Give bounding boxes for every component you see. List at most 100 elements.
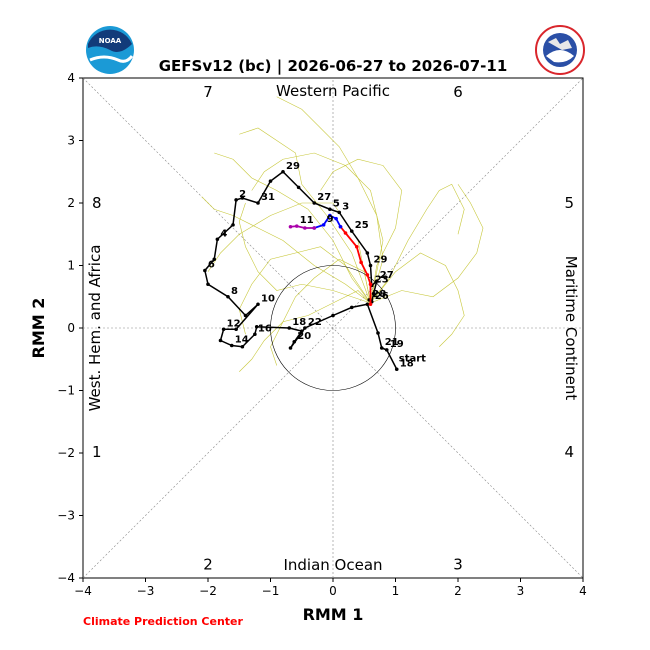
ensemble-member-line [370, 184, 484, 304]
mean-purple-day-label: 11 [300, 215, 314, 226]
observed-point [254, 324, 259, 329]
observed-point [296, 185, 301, 190]
mean-red-point [365, 273, 370, 277]
observed-day-label: 29 [374, 255, 388, 266]
observed-track: 2826272329253527293124681012141618202221… [203, 161, 426, 372]
observed-day-label: 23 [375, 275, 389, 286]
observed-point [331, 313, 335, 318]
observed-point [243, 313, 248, 318]
mean-red-point [368, 302, 373, 307]
ensemble-mean-track: 9 11 [288, 213, 373, 307]
observed-day-label: 18 [292, 317, 306, 328]
mean-purple-point [294, 224, 299, 228]
y-tick-label: −4 [57, 571, 75, 585]
mean-red-point [343, 231, 348, 235]
observed-point [218, 338, 223, 343]
mean-blue-day-label: 9 [327, 214, 334, 225]
x-tick-label: 2 [454, 584, 462, 598]
ensemble-members [201, 96, 484, 372]
observed-point [365, 302, 370, 307]
observed-point [365, 251, 370, 255]
ensemble-member-line [239, 290, 371, 372]
x-tick-label: 1 [392, 584, 400, 598]
y-tick-label: 0 [67, 321, 75, 335]
observed-point [226, 294, 230, 299]
observed-point [349, 305, 354, 310]
ensemble-member-line [270, 258, 371, 366]
observed-point [221, 327, 226, 332]
observed-point [240, 196, 245, 200]
ensemble-member-line [201, 196, 371, 304]
noaa-logo: NOAA [86, 26, 134, 74]
observed-point [234, 327, 238, 332]
mean-purple-point [312, 226, 317, 230]
observed-point [287, 326, 292, 330]
y-tick-label: 3 [67, 134, 75, 148]
observed-day-label: 18 [400, 358, 414, 369]
observed-day-label: 28 [372, 289, 386, 300]
ensemble-member-line [320, 158, 403, 304]
x-tick-label: −3 [137, 584, 155, 598]
y-tick-label: 1 [67, 259, 75, 273]
y-tick-label: 2 [67, 196, 75, 210]
mean-blue-point [328, 213, 332, 218]
phase-number: 7 [203, 83, 213, 101]
ensemble-member-line [370, 183, 465, 304]
observed-day-label: 3 [342, 201, 349, 212]
observed-day-label: 20 [297, 331, 311, 342]
ensemble-member-line [276, 96, 384, 304]
observed-point [212, 257, 217, 262]
observed-day-label: 10 [261, 293, 275, 304]
observed-point [368, 263, 373, 268]
observed-day-label: 19 [390, 339, 404, 350]
y-tick-label: −3 [57, 509, 75, 523]
observed-day-label: 4 [220, 228, 227, 239]
mean-purple-point [288, 224, 293, 229]
observed-point [299, 329, 304, 333]
observed-point [206, 282, 210, 287]
x-tick-label: 0 [329, 584, 337, 598]
observed-point [256, 201, 260, 205]
observed-point [253, 332, 257, 337]
observed-point [231, 223, 235, 227]
observed-day-label: 29 [286, 161, 300, 172]
phase-numbers: 12 3 4 5 6 7 8 [92, 83, 574, 574]
ensemble-member-line [251, 152, 384, 304]
observed-point [215, 237, 220, 242]
mean-blue-point [338, 224, 343, 229]
observed-day-label: 12 [227, 318, 241, 329]
x-tick-label: 4 [579, 584, 587, 598]
observed-day-label: 8 [231, 286, 238, 297]
mean-red-point [368, 282, 373, 287]
x-axis-label: RMM 1 [303, 605, 364, 624]
region-label-bottom: Indian Ocean [283, 556, 382, 574]
observed-point [379, 346, 384, 350]
y-tick-label: 4 [67, 71, 75, 85]
phase-number: 6 [453, 83, 463, 101]
observed-point [374, 279, 379, 283]
ensemble-member-line [238, 202, 371, 304]
mean-blue-point [321, 223, 326, 227]
phase-number: 2 [203, 555, 213, 573]
mean-red-point [359, 260, 363, 265]
observed-day-label: 27 [380, 270, 394, 281]
y-tick-label: −2 [57, 446, 75, 460]
phase-number: 5 [564, 194, 574, 212]
observed-day-label: 31 [261, 192, 275, 203]
observed-point [240, 344, 245, 349]
observed-day-label: 6 [208, 260, 215, 271]
observed-point [292, 339, 297, 344]
observed-day-label: 21 [385, 337, 399, 348]
observed-point [328, 207, 332, 212]
ensemble-member-line [238, 246, 371, 335]
observed-point [256, 302, 260, 307]
x-tick-label: 3 [517, 584, 525, 598]
guide-diagonal-down [82, 77, 584, 579]
observed-point [268, 179, 273, 183]
phase-number: 3 [453, 555, 463, 573]
observed-point [288, 346, 293, 350]
mean-purple-point [303, 226, 307, 230]
observed-point [303, 326, 307, 330]
observed-day-label: 5 [333, 198, 340, 209]
